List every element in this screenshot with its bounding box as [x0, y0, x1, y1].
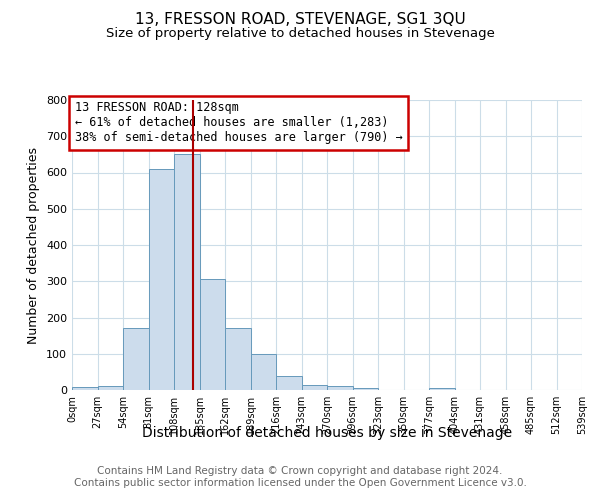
- Bar: [302, 385, 327, 390]
- Bar: [123, 328, 149, 390]
- Bar: [72, 387, 97, 390]
- Bar: [327, 386, 353, 390]
- Bar: [276, 376, 302, 390]
- Bar: [353, 388, 378, 390]
- Text: 13 FRESSON ROAD: 128sqm
← 61% of detached houses are smaller (1,283)
38% of semi: 13 FRESSON ROAD: 128sqm ← 61% of detache…: [74, 102, 403, 144]
- Bar: [199, 280, 225, 390]
- Bar: [429, 388, 455, 390]
- Text: 13, FRESSON ROAD, STEVENAGE, SG1 3QU: 13, FRESSON ROAD, STEVENAGE, SG1 3QU: [134, 12, 466, 28]
- Text: Distribution of detached houses by size in Stevenage: Distribution of detached houses by size …: [142, 426, 512, 440]
- Text: Contains HM Land Registry data © Crown copyright and database right 2024.
Contai: Contains HM Land Registry data © Crown c…: [74, 466, 526, 487]
- Bar: [149, 169, 174, 390]
- Bar: [225, 328, 251, 390]
- Text: Size of property relative to detached houses in Stevenage: Size of property relative to detached ho…: [106, 28, 494, 40]
- Y-axis label: Number of detached properties: Number of detached properties: [28, 146, 40, 344]
- Bar: [251, 354, 276, 390]
- Bar: [97, 386, 123, 390]
- Bar: [174, 154, 199, 390]
